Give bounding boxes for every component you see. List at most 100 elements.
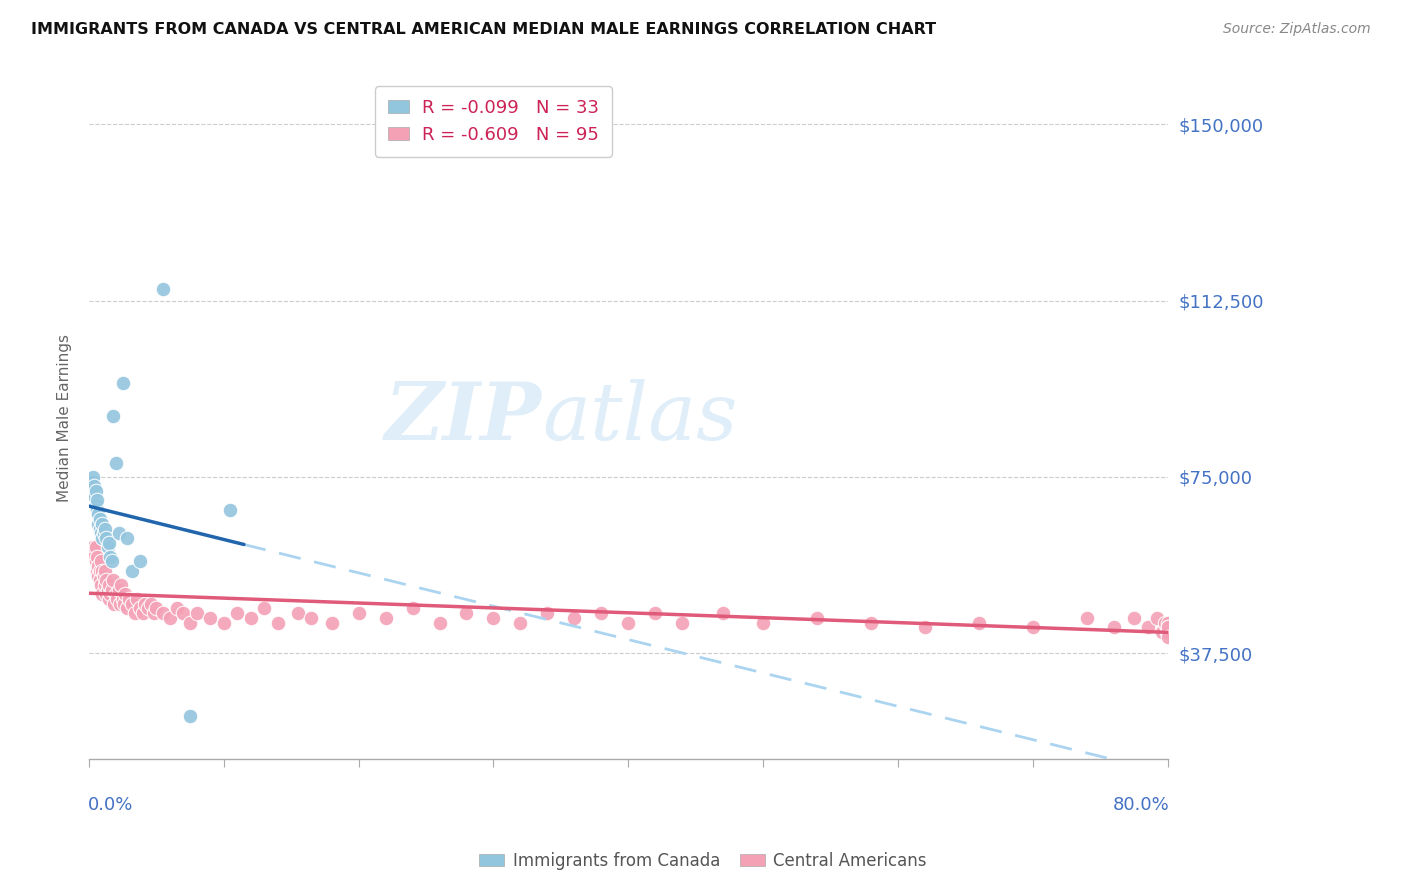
Point xyxy=(1157,630,1180,644)
Point xyxy=(104,456,127,470)
Point xyxy=(124,606,146,620)
Point xyxy=(536,606,558,620)
Point xyxy=(110,578,132,592)
Point xyxy=(129,601,152,615)
Point xyxy=(87,508,110,522)
Point xyxy=(93,526,115,541)
Point xyxy=(159,611,181,625)
Point xyxy=(94,522,117,536)
Point xyxy=(321,615,343,630)
Point xyxy=(1154,615,1177,630)
Point xyxy=(94,578,117,592)
Point xyxy=(152,606,174,620)
Point xyxy=(91,564,114,578)
Point xyxy=(132,606,155,620)
Point xyxy=(121,564,143,578)
Point xyxy=(84,498,107,512)
Point xyxy=(100,554,122,568)
Point xyxy=(456,606,478,620)
Y-axis label: Median Male Earnings: Median Male Earnings xyxy=(58,334,72,502)
Point xyxy=(914,620,936,634)
Point xyxy=(967,615,990,630)
Text: atlas: atlas xyxy=(543,379,737,457)
Point xyxy=(84,554,107,568)
Point xyxy=(166,601,188,615)
Point xyxy=(87,559,110,574)
Point xyxy=(89,564,111,578)
Point xyxy=(83,549,105,564)
Point xyxy=(1136,620,1159,634)
Point xyxy=(266,615,288,630)
Point xyxy=(90,578,112,592)
Point xyxy=(90,554,112,568)
Point xyxy=(87,568,110,582)
Point xyxy=(84,483,107,498)
Point xyxy=(644,606,666,620)
Point xyxy=(89,573,111,587)
Point xyxy=(86,549,108,564)
Point xyxy=(374,611,396,625)
Point xyxy=(91,531,114,545)
Point xyxy=(591,606,613,620)
Point xyxy=(172,606,194,620)
Point xyxy=(86,564,108,578)
Point xyxy=(112,597,135,611)
Point xyxy=(429,615,451,630)
Point xyxy=(96,587,118,601)
Point xyxy=(860,615,883,630)
Point xyxy=(219,502,242,516)
Point xyxy=(482,611,505,625)
Legend: Immigrants from Canada, Central Americans: Immigrants from Canada, Central American… xyxy=(472,846,934,877)
Text: 80.0%: 80.0% xyxy=(1112,797,1170,814)
Point xyxy=(179,615,201,630)
Text: 0.0%: 0.0% xyxy=(87,797,134,814)
Point xyxy=(93,568,115,582)
Point xyxy=(111,376,134,390)
Point xyxy=(212,615,235,630)
Point xyxy=(104,587,127,601)
Point xyxy=(98,592,121,607)
Point xyxy=(1157,620,1180,634)
Point xyxy=(97,541,120,555)
Point xyxy=(89,522,111,536)
Point xyxy=(86,493,108,508)
Point xyxy=(98,535,121,549)
Point xyxy=(564,611,586,625)
Point xyxy=(806,611,828,625)
Point xyxy=(1076,611,1098,625)
Point xyxy=(1157,615,1180,630)
Point xyxy=(107,526,129,541)
Legend: R = -0.099   N = 33, R = -0.609   N = 95: R = -0.099 N = 33, R = -0.609 N = 95 xyxy=(375,87,612,157)
Point xyxy=(86,502,108,516)
Point xyxy=(134,597,156,611)
Point xyxy=(111,592,134,607)
Point xyxy=(89,512,111,526)
Point xyxy=(101,573,124,587)
Point xyxy=(1152,624,1174,639)
Point xyxy=(97,582,120,597)
Point xyxy=(1022,620,1045,634)
Point xyxy=(127,592,149,607)
Point xyxy=(752,615,775,630)
Point xyxy=(118,592,141,607)
Point xyxy=(108,597,131,611)
Point xyxy=(139,597,162,611)
Point xyxy=(226,606,249,620)
Point xyxy=(87,516,110,531)
Point xyxy=(82,541,104,555)
Point xyxy=(347,606,370,620)
Point xyxy=(186,606,208,620)
Point xyxy=(287,606,309,620)
Text: ZIP: ZIP xyxy=(385,379,543,457)
Point xyxy=(84,541,107,555)
Point xyxy=(671,615,693,630)
Point xyxy=(83,479,105,493)
Point xyxy=(98,578,121,592)
Point xyxy=(121,597,143,611)
Point xyxy=(1157,624,1180,639)
Point xyxy=(136,601,159,615)
Point xyxy=(80,483,103,498)
Point xyxy=(152,282,174,296)
Point xyxy=(711,606,734,620)
Text: IMMIGRANTS FROM CANADA VS CENTRAL AMERICAN MEDIAN MALE EARNINGS CORRELATION CHAR: IMMIGRANTS FROM CANADA VS CENTRAL AMERIC… xyxy=(31,22,936,37)
